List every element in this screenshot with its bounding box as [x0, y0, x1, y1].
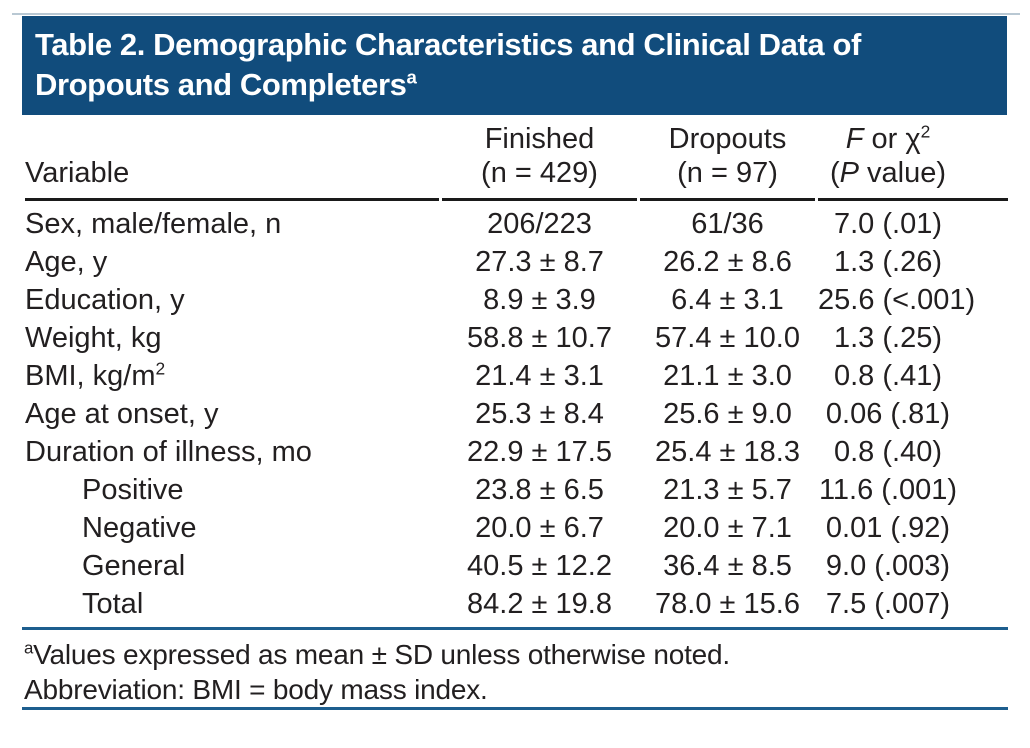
table-title: Table 2. Demographic Characteristics and…	[22, 16, 1007, 115]
chi-square-symbol: or χ	[863, 123, 921, 155]
dropouts-value: 57.4 ± 10.0	[655, 322, 800, 354]
dropouts-value: 6.4 ± 3.1	[671, 284, 784, 316]
table-row: BMI, kg/m2 21.4 ± 3.1 21.1 ± 3.0 0.8 (.4…	[25, 357, 1008, 395]
dropouts-value: 78.0 ± 15.6	[655, 588, 800, 620]
stat-value: 0.8 (.40)	[834, 436, 942, 468]
footnote-abbreviation: Abbreviation: BMI = body mass index.	[24, 674, 488, 705]
variable-label: Sex, male/female, n	[25, 208, 282, 240]
col-header-finished-n: (n = 429)	[481, 157, 598, 189]
dropouts-value: 25.6 ± 9.0	[663, 398, 792, 430]
footnote-values-text: Values expressed as mean ± SD unless oth…	[33, 639, 730, 670]
table-row-indented: Positive 23.8 ± 6.5 21.3 ± 5.7 11.6 (.00…	[25, 471, 1008, 509]
table-title-line2: Dropouts and Completers	[35, 67, 407, 102]
dropouts-value: 61/36	[691, 208, 764, 240]
row-variable: BMI, kg/m2	[25, 357, 439, 395]
col-header-dropouts-n: (n = 97)	[677, 157, 778, 189]
stat-value: 11.6 (.001)	[818, 474, 958, 506]
variable-label: Age at onset, y	[25, 398, 219, 430]
variable-label: Education, y	[25, 284, 185, 316]
finished-value: 23.8 ± 6.5	[475, 474, 604, 506]
table-content: Variable Finished (n = 429) Dropouts (n …	[22, 122, 1008, 707]
variable-label: Positive	[82, 474, 184, 506]
dropouts-value: 20.0 ± 7.1	[663, 512, 792, 544]
table-row-indented: Total 84.2 ± 19.8 78.0 ± 15.6 7.5 (.007)	[25, 585, 1008, 623]
col-header-statistic: F or χ2 (P value)	[818, 122, 1008, 201]
variable-label: Weight, kg	[25, 322, 162, 354]
stat-value: 0.8 (.41)	[834, 360, 942, 392]
row-variable: Duration of illness, mo	[25, 433, 439, 471]
variable-label: Duration of illness, mo	[25, 436, 312, 468]
table-row: Age at onset, y 25.3 ± 8.4 25.6 ± 9.0 0.…	[25, 395, 1008, 433]
dropouts-value: 21.3 ± 5.7	[663, 474, 792, 506]
finished-value: 22.9 ± 17.5	[467, 436, 612, 468]
header-row: Variable Finished (n = 429) Dropouts (n …	[25, 122, 1008, 201]
row-variable: Sex, male/female, n	[25, 201, 439, 243]
row-variable: Total	[25, 585, 439, 623]
variable-label: Age, y	[25, 246, 108, 278]
stat-value: 9.0 (.003)	[825, 550, 951, 582]
p-value-paren: (	[829, 157, 840, 189]
variable-label-superscript: 2	[155, 358, 166, 379]
variable-label: Negative	[82, 512, 197, 544]
stat-value: 1.3 (.26)	[834, 246, 942, 278]
chi-square-exponent: 2	[920, 121, 931, 142]
finished-value: 206/223	[487, 208, 592, 240]
stat-value: 25.6 (<.001)	[818, 284, 976, 316]
finished-value: 25.3 ± 8.4	[475, 398, 604, 430]
row-variable: Weight, kg	[25, 319, 439, 357]
table-row-indented: Negative 20.0 ± 6.7 20.0 ± 7.1 0.01 (.92…	[25, 509, 1008, 547]
footnotes: aValues expressed as mean ± SD unless ot…	[22, 630, 1008, 707]
col-header-finished-label: Finished	[484, 123, 595, 155]
stat-value: 7.0 (.01)	[834, 208, 942, 240]
finished-value: 20.0 ± 6.7	[475, 512, 604, 544]
finished-value: 84.2 ± 19.8	[467, 588, 612, 620]
footnote-values: aValues expressed as mean ± SD unless ot…	[24, 637, 1008, 672]
variable-label: Total	[82, 588, 144, 620]
stat-value: 0.06 (.81)	[825, 398, 951, 430]
table-row: Weight, kg 58.8 ± 10.7 57.4 ± 10.0 1.3 (…	[25, 319, 1008, 357]
finished-value: 40.5 ± 12.2	[467, 550, 612, 582]
finished-value: 8.9 ± 3.9	[483, 284, 596, 316]
table-row: Age, y 27.3 ± 8.7 26.2 ± 8.6 1.3 (.26)	[25, 243, 1008, 281]
stat-value: 7.5 (.007)	[825, 588, 951, 620]
table-row: Duration of illness, mo 22.9 ± 17.5 25.4…	[25, 433, 1008, 471]
stat-value: 0.01 (.92)	[825, 512, 951, 544]
col-header-variable: Variable	[25, 122, 439, 201]
row-variable: Education, y	[25, 281, 439, 319]
variable-label: General	[82, 550, 186, 582]
row-variable: Negative	[25, 509, 439, 547]
dropouts-value: 21.1 ± 3.0	[663, 360, 792, 392]
row-variable: Age, y	[25, 243, 439, 281]
table-row-indented: General 40.5 ± 12.2 36.4 ± 8.5 9.0 (.003…	[25, 547, 1008, 585]
p-symbol: P	[839, 157, 859, 189]
col-header-dropouts-label: Dropouts	[668, 123, 787, 155]
table-row: Sex, male/female, n 206/223 61/36 7.0 (.…	[25, 201, 1008, 243]
col-header-dropouts: Dropouts (n = 97)	[640, 122, 815, 201]
finished-value: 58.8 ± 10.7	[467, 322, 612, 354]
dropouts-value: 26.2 ± 8.6	[663, 246, 792, 278]
col-header-finished: Finished (n = 429)	[442, 122, 637, 201]
variable-label: BMI, kg/m	[25, 360, 156, 392]
table-title-line1: Table 2. Demographic Characteristics and…	[35, 27, 861, 62]
table-title-superscript: a	[406, 66, 417, 88]
finished-value: 21.4 ± 3.1	[475, 360, 604, 392]
table-body: Sex, male/female, n 206/223 61/36 7.0 (.…	[25, 201, 1008, 623]
row-variable: Age at onset, y	[25, 395, 439, 433]
demographics-table: Variable Finished (n = 429) Dropouts (n …	[22, 122, 1011, 623]
f-statistic-symbol: F	[845, 123, 864, 155]
page-bottom-rule	[22, 707, 1008, 710]
footnote-superscript: a	[24, 638, 34, 658]
table-row: Education, y 8.9 ± 3.9 6.4 ± 3.1 25.6 (<…	[25, 281, 1008, 319]
dropouts-value: 25.4 ± 18.3	[655, 436, 800, 468]
dropouts-value: 36.4 ± 8.5	[663, 550, 792, 582]
p-value-label: value)	[858, 157, 947, 189]
finished-value: 27.3 ± 8.7	[475, 246, 604, 278]
table-header: Variable Finished (n = 429) Dropouts (n …	[25, 122, 1008, 201]
table-bottom-rule	[22, 627, 1008, 630]
stat-value: 1.3 (.25)	[834, 322, 942, 354]
top-hairline-rule	[12, 13, 1020, 15]
row-variable: General	[25, 547, 439, 585]
row-variable: Positive	[25, 471, 439, 509]
